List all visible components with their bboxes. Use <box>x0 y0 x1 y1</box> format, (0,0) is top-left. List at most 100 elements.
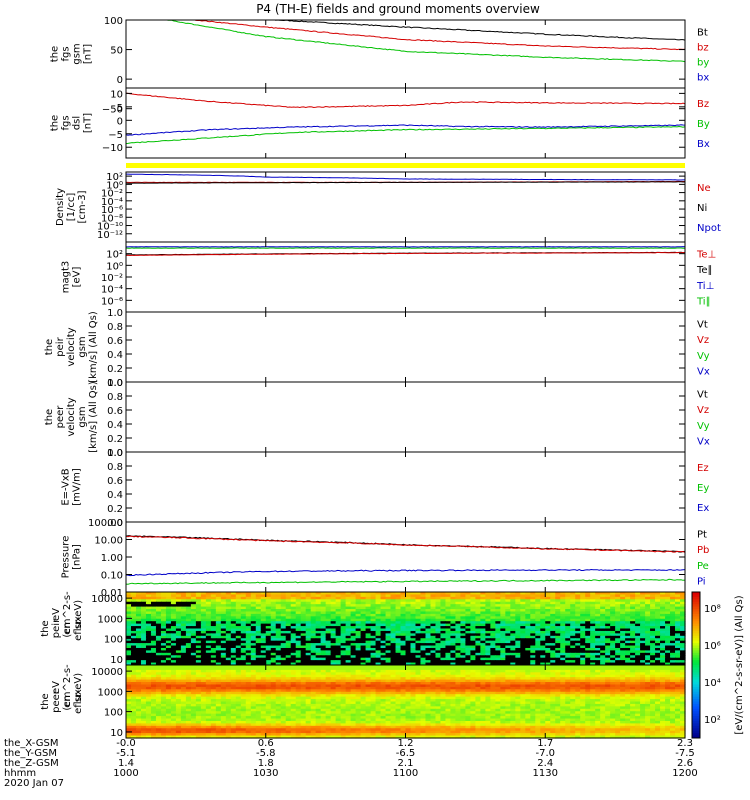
spectrogram-cell <box>620 672 626 676</box>
spectrogram-cell <box>175 640 182 644</box>
spectrogram-cell <box>430 616 437 620</box>
spectrogram-cell <box>415 618 422 622</box>
spectrogram-cell <box>390 626 397 630</box>
spectrogram-cell <box>210 592 217 596</box>
legend-peer-velocity-1: Vz <box>697 405 709 416</box>
spectrogram-cell <box>540 684 546 688</box>
spectrogram-cell <box>230 633 237 637</box>
spectrogram-cell <box>590 660 596 664</box>
spectrogram-cell <box>525 684 531 688</box>
spectrogram-cell <box>145 667 152 671</box>
spectrogram-cell <box>600 662 606 666</box>
spectrogram-cell <box>565 677 571 681</box>
legend-density-0: Ne <box>697 183 711 194</box>
spectrogram-cell <box>550 682 556 686</box>
spectrogram-cell <box>395 691 402 695</box>
spectrogram-cell <box>505 660 511 664</box>
spectrogram-cell <box>580 684 586 688</box>
spectrogram-cell <box>250 592 257 596</box>
spectrogram-cell <box>250 638 257 642</box>
y-tick-label: −5 <box>108 130 123 141</box>
spectrogram-cell <box>175 691 182 695</box>
spectrogram-cell <box>545 672 551 676</box>
spectrogram-cell <box>200 660 207 664</box>
spectrogram-cell <box>380 621 387 625</box>
spectrogram-cell <box>280 643 287 647</box>
spectrogram-cell <box>130 623 137 627</box>
spectrogram-cell <box>150 609 157 613</box>
spectrogram-cell <box>190 611 197 615</box>
spectrogram-cell <box>440 645 447 649</box>
spectrogram-cell <box>615 601 621 605</box>
spectrogram-cell <box>395 679 402 683</box>
spectrogram-cell <box>475 647 481 651</box>
spectrogram-cell <box>270 635 277 639</box>
spectrogram-cell <box>415 611 422 615</box>
y-axis-label: thepeirenefluxeV(cm^2-s-sr-eV) <box>40 591 84 641</box>
spectrogram-cell <box>650 623 656 627</box>
spectrogram-cell <box>525 643 531 647</box>
spectrogram-cell <box>155 640 162 644</box>
spectrogram-cell <box>530 638 536 642</box>
spectrogram-cell <box>600 686 606 690</box>
spectrogram-cell <box>255 672 262 676</box>
spectrogram-cell <box>545 669 551 673</box>
spectrogram-cell <box>220 657 227 661</box>
spectrogram-cell <box>290 672 297 676</box>
spectrogram-cell <box>220 691 227 695</box>
spectrogram-cell <box>535 604 541 608</box>
spectrogram-cell <box>585 596 591 600</box>
spectrogram-cell <box>415 613 422 617</box>
spectrogram-cell <box>470 621 476 625</box>
spectrogram-cell <box>495 686 501 690</box>
spectrogram-cell <box>345 647 352 651</box>
spectrogram-cell <box>435 592 442 596</box>
spectrogram-cell <box>185 652 192 656</box>
spectrogram-cell <box>270 679 277 683</box>
spectrogram-cell <box>170 667 177 671</box>
spectrogram-cell <box>385 640 392 644</box>
spectrogram-cell <box>375 686 382 690</box>
spectrogram-cell <box>345 682 352 686</box>
spectrogram-cell <box>620 669 626 673</box>
spectrogram-cell <box>500 645 506 649</box>
spectrogram-cell <box>445 679 452 683</box>
spectrogram-cell <box>225 592 232 596</box>
spectrogram-cell <box>550 679 556 683</box>
spectrogram-cell <box>360 596 367 600</box>
spectrogram-cell <box>415 650 422 654</box>
spectrogram-cell <box>585 660 591 664</box>
spectrogram-cell <box>400 604 407 608</box>
spectrogram-cell <box>515 679 521 683</box>
spectrogram-cell <box>660 662 666 666</box>
spectrogram-cell <box>420 626 427 630</box>
spectrogram-cell <box>540 682 546 686</box>
spectrogram-cell <box>255 623 262 627</box>
spectrogram-cell <box>380 616 387 620</box>
spectrogram-cell <box>165 640 172 644</box>
spectrogram-cell <box>540 640 546 644</box>
spectrogram-cell <box>545 684 551 688</box>
spectrogram-cell <box>445 686 452 690</box>
spectrogram-cell <box>460 657 466 661</box>
spectrogram-cell <box>525 638 531 642</box>
spectrogram-cell <box>480 691 486 695</box>
spectrogram-cell <box>510 679 516 683</box>
spectrogram-cell <box>140 643 147 647</box>
spectrogram-cell <box>465 609 471 613</box>
spectrogram-cell <box>230 606 237 610</box>
spectrogram-cell <box>435 650 442 654</box>
y-tick-label: 10 <box>110 655 123 666</box>
spectrogram-cell <box>540 674 546 678</box>
spectrogram-cell <box>315 677 322 681</box>
spectrogram-cell <box>240 623 247 627</box>
spectrogram-cell <box>650 606 656 610</box>
spectrogram-cell <box>375 691 382 695</box>
spectrogram-cell <box>190 594 197 598</box>
spectrogram-cell <box>400 674 407 678</box>
spectrogram-cell <box>535 621 541 625</box>
spectrogram-cell <box>200 623 207 627</box>
spectrogram-cell <box>300 689 307 693</box>
spectrogram-cell <box>640 623 646 627</box>
spectrogram-cell <box>290 660 297 664</box>
